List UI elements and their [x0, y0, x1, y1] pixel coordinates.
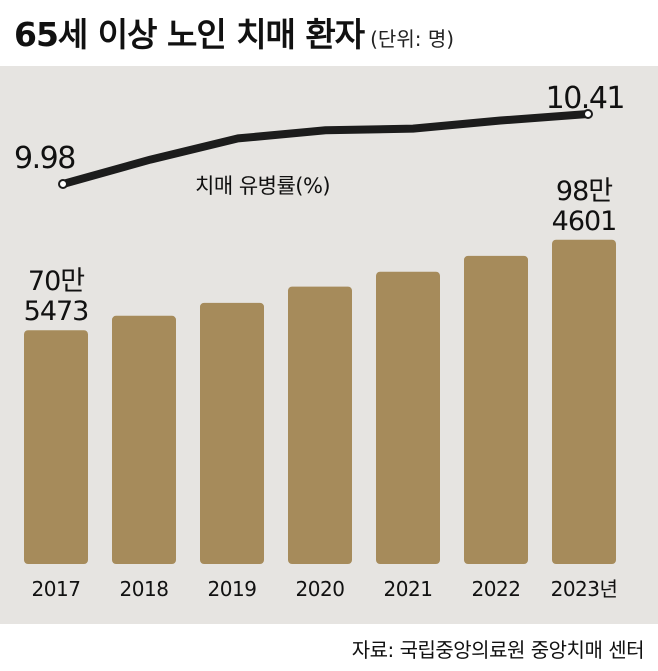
bar-value-label: 98만	[556, 176, 612, 207]
x-tick-label: 2022	[472, 577, 521, 601]
bar-2020	[288, 286, 352, 564]
x-tick-label: 2023년	[551, 577, 618, 601]
bar-value-label: 70만	[28, 266, 84, 297]
chart-title: 65세 이상 노인 치매 환자 (단위: 명)	[14, 8, 454, 56]
x-tick-label: 2020	[296, 577, 345, 601]
prevalence-line	[59, 110, 592, 188]
bar-2022	[464, 255, 528, 565]
bar-value-label: 4601	[552, 206, 617, 237]
line-series-label: 치매 유병률(%)	[195, 174, 330, 198]
chart-title-text: 65세 이상 노인 치매 환자	[14, 15, 365, 54]
bar-2018	[112, 315, 176, 564]
bar-value-label: 5473	[24, 296, 89, 327]
line-end-marker	[58, 179, 68, 189]
bar-2017	[24, 330, 88, 564]
x-tick-label: 2018	[120, 577, 169, 601]
x-tick-label: 2017	[32, 577, 81, 601]
x-tick-label: 2019	[208, 577, 257, 601]
bar-2023년	[552, 239, 616, 565]
x-tick-label: 2021	[384, 577, 433, 601]
bar-2019	[200, 302, 264, 564]
source-note: 자료: 국립중앙의료원 중앙치매 센터	[351, 638, 645, 662]
chart-panel: 2017 2018 2019 2020 2021 2022 2023년 70만 5473 98만 4…	[0, 66, 658, 624]
line-value-label: 9.98	[14, 141, 75, 176]
bar-2021	[376, 271, 440, 564]
unit-label: (단위: 명)	[370, 27, 455, 51]
line-value-label: 10.41	[546, 81, 624, 116]
line-end-marker	[583, 109, 593, 119]
